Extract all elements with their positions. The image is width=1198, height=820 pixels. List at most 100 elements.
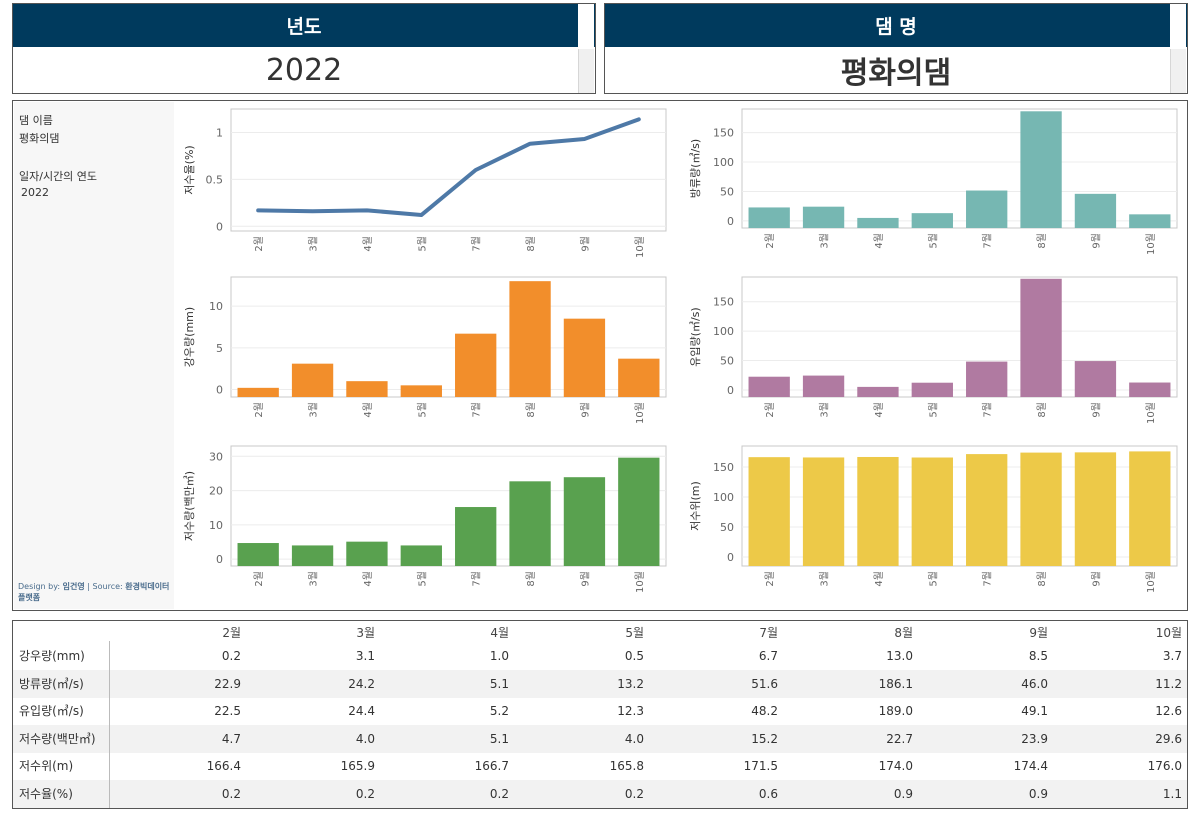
outflow-bar — [1129, 214, 1171, 228]
table-cell: 189.0 — [878, 704, 913, 718]
storage-x-tick-label: 10월 — [634, 571, 646, 593]
dam-filter-scrollbar[interactable] — [1170, 49, 1186, 93]
rate-x-tick-label: 7월 — [471, 236, 483, 252]
storage-bar — [237, 543, 279, 566]
table-cell: 12.6 — [1155, 704, 1182, 718]
table-cell: 171.5 — [743, 759, 778, 773]
inflow-bar — [857, 386, 899, 397]
rain-bar — [346, 381, 388, 397]
data-table: 2월 3월 4월 5월 7월 8월 9월 10월 강우량(mm) 0.2 3.1 1.0 0.5 6.7… — [12, 620, 1188, 809]
inflow-bar — [748, 376, 790, 397]
table-row-label: 방류량(㎥/s) — [19, 676, 84, 691]
inflow-x-tick-label: 2월 — [764, 402, 776, 418]
rate-point — [637, 117, 641, 121]
rate-x-tick-label: 9월 — [579, 236, 591, 252]
rain-y-tick-label: 10 — [209, 300, 223, 313]
outflow-y-tick-label: 100 — [713, 156, 734, 169]
storage-bar — [509, 481, 551, 566]
inflow-bar — [1074, 361, 1117, 397]
inflow-y-axis-label: 유입량(㎥/s) — [689, 307, 702, 366]
table-cell: 5.2 — [489, 704, 509, 718]
outflow-x-tick-label: 3월 — [819, 233, 831, 249]
outflow-bar — [911, 213, 953, 228]
inflow-y-tick-label: 100 — [713, 325, 734, 338]
table-row-label: 유입량(㎥/s) — [19, 704, 84, 718]
table-cell: 13.2 — [617, 676, 644, 691]
table-cell: 174.4 — [1013, 759, 1048, 773]
inflow-bar — [802, 375, 845, 397]
credit-author: 임건영 — [62, 582, 85, 591]
rate-point — [528, 142, 532, 146]
rate-y-tick-label: 0.5 — [206, 173, 224, 186]
table-column-header: 4월 — [490, 626, 509, 640]
table-column-header: 7월 — [759, 626, 778, 640]
dam-label: 댐 이름 — [19, 114, 53, 127]
table-cell: 0.5 — [624, 649, 644, 663]
storage-x-tick-label: 8월 — [525, 571, 537, 587]
rate-point — [582, 137, 586, 141]
outflow-x-tick-label: 8월 — [1036, 233, 1048, 249]
table-cell: 0.6 — [758, 786, 778, 801]
inflow-bar — [966, 361, 1008, 397]
table-column-header: 8월 — [894, 626, 913, 640]
inflow-x-tick-label: 7월 — [982, 402, 994, 418]
level-y-tick-label: 50 — [720, 521, 734, 534]
year-filter-value[interactable]: 2022 — [265, 52, 343, 88]
storage-bar — [291, 545, 334, 566]
year-label: 일자/시간의 연도 — [19, 170, 98, 183]
storage-y-tick-label: 10 — [209, 519, 223, 532]
dam-value: 평화의댐 — [19, 132, 60, 145]
rain-x-tick-label: 3월 — [308, 402, 320, 418]
rain-bar-chart: 0 5 10 강우량(mm) 2월 3월 4월 5월 7월 8월 9월 10월 — [183, 276, 667, 424]
table-cell: 165.9 — [340, 759, 375, 773]
table-column-header: 9월 — [1029, 626, 1048, 640]
table-cell: 1.0 — [489, 649, 509, 663]
storage-y-axis-label: 저수량(백만㎥) — [183, 471, 196, 541]
rain-bar — [455, 333, 497, 397]
storage-bar — [346, 541, 388, 566]
year-filter-scrollbar[interactable] — [578, 49, 594, 93]
table-divider — [109, 641, 110, 808]
level-x-tick-label: 8월 — [1036, 571, 1048, 587]
year-filter-edge — [578, 4, 594, 48]
sidebar-panel: 댐 이름 평화의댐 일자/시간의 연도 2022 Design by: 임건영 … — [14, 102, 174, 609]
table-cell: 0.2 — [221, 786, 241, 801]
table-cell: 22.7 — [886, 731, 913, 746]
table-cell: 51.6 — [751, 676, 778, 691]
level-x-tick-label: 7월 — [982, 571, 994, 587]
level-bar — [1074, 452, 1117, 566]
outflow-bar — [857, 217, 899, 228]
rain-x-tick-label: 10월 — [634, 402, 646, 424]
dam-filter-value[interactable]: 평화의댐 — [840, 56, 952, 91]
table-cell: 166.7 — [474, 759, 509, 773]
table-cell: 1.1 — [1162, 786, 1182, 801]
rate-y-axis-label: 저수율(%) — [183, 145, 196, 194]
table-row-label: 강우량(mm) — [19, 649, 85, 663]
inflow-bar — [911, 382, 953, 397]
table-cell: 186.1 — [878, 676, 913, 691]
dam-filter-title: 댐 명 — [605, 4, 1187, 47]
outflow-y-tick-label: 0 — [727, 215, 734, 228]
table-cell: 0.2 — [489, 786, 509, 801]
rate-y-tick-label: 1 — [216, 126, 223, 139]
rate-line-chart: 0 0.5 1 저수율(%) 2월 3월 4월 5월 7월 8월 9월 10월 — [183, 108, 667, 258]
table-cell: 0.2 — [624, 786, 644, 801]
level-y-axis-label: 저수위(m) — [689, 481, 702, 531]
credit-sep: | — [87, 582, 90, 591]
outflow-x-tick-label: 4월 — [873, 233, 885, 249]
rain-bar — [563, 318, 606, 397]
rate-point — [256, 208, 260, 212]
level-x-tick-label: 4월 — [873, 571, 885, 587]
rate-point — [311, 209, 315, 213]
level-bar-chart: 0 50 100 150 저수위(m) 2월 3월 4월 5월 7월 8월 9월 10월 — [689, 445, 1178, 593]
level-y-tick-label: 100 — [713, 491, 734, 504]
inflow-y-tick-label: 150 — [713, 296, 734, 309]
rain-x-tick-label: 5월 — [416, 402, 428, 418]
year-filter-card: 년도 2022 — [12, 3, 596, 94]
rain-x-tick-label: 9월 — [579, 402, 591, 418]
outflow-bar — [1020, 111, 1062, 228]
outflow-x-tick-label: 7월 — [982, 233, 994, 249]
table-row: 저수량(백만㎥) 4.7 4.0 5.1 4.0 15.2 22.7 23.9 29.6 — [13, 724, 1187, 753]
rate-y-tick-label: 0 — [216, 220, 223, 233]
table-cell: 5.1 — [489, 731, 509, 746]
